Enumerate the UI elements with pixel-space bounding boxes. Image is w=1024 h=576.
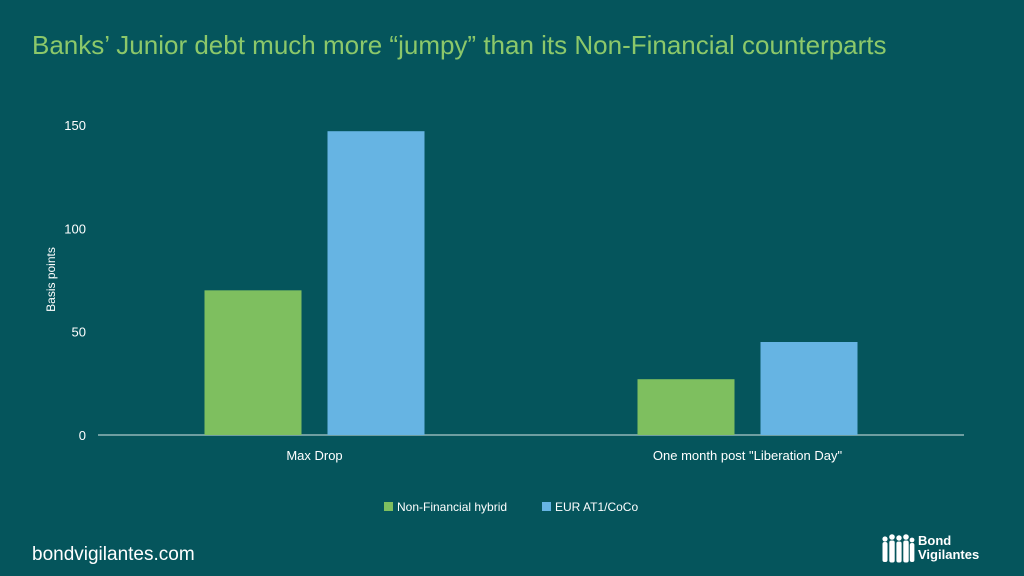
bar-eur-at1-coco: [327, 131, 425, 435]
bar-non-financial-hybrid: [204, 290, 302, 435]
legend-label: Non-Financial hybrid: [397, 500, 507, 514]
y-tick-label: 100: [64, 221, 86, 236]
x-tick-label: Max Drop: [286, 448, 342, 463]
legend-swatch: [384, 502, 393, 511]
bar-eur-at1-coco: [760, 342, 858, 435]
y-tick-label: 50: [72, 325, 86, 340]
brand-name: Bond Vigilantes: [918, 534, 979, 562]
footer-url[interactable]: bondvigilantes.com: [32, 544, 195, 565]
bar-non-financial-hybrid: [637, 379, 735, 435]
y-tick-label: 150: [64, 118, 86, 133]
brand-logo: Bond Vigilantes: [880, 530, 1000, 570]
people-silhouette-icon: [882, 534, 915, 563]
y-tick-label: 0: [79, 428, 86, 443]
chart-title: Banks’ Junior debt much more “jumpy” tha…: [32, 30, 887, 60]
legend-swatch: [542, 502, 551, 511]
brand-line-1: Bond: [918, 533, 952, 548]
x-tick-label: One month post "Liberation Day": [653, 448, 843, 463]
brand-line-2: Vigilantes: [918, 547, 980, 562]
legend-label: EUR AT1/CoCo: [555, 500, 638, 514]
y-axis-label: Basis points: [44, 247, 58, 312]
